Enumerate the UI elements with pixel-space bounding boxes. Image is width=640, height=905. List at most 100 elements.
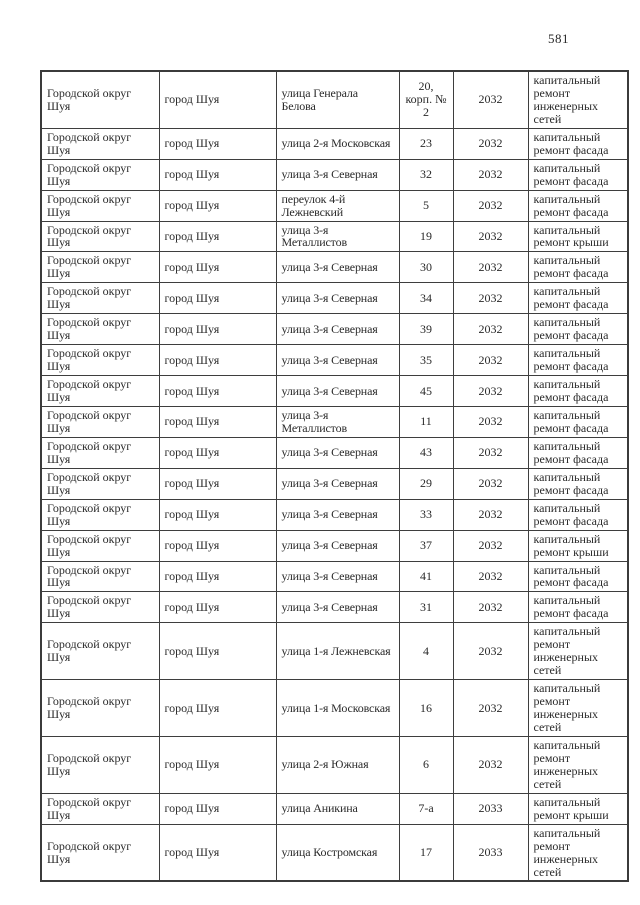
cell-repair-type: капитальный ремонт фасада [527, 467, 629, 500]
cell-city: город Шуя [158, 344, 277, 377]
cell-city: город Шуя [158, 70, 277, 129]
cell-repair-type: капитальный ремонт фасада [527, 127, 629, 160]
cell-district: Городской округ Шуя [40, 220, 160, 253]
cell-district: Городской округ Шуя [40, 529, 160, 562]
cell-house-number: 5 [398, 189, 454, 222]
cell-year: 2032 [452, 679, 529, 737]
table-row: Городской округ Шуя город Шуя улица 3-я … [40, 251, 629, 284]
cell-year: 2032 [452, 436, 529, 469]
page-number: 581 [548, 31, 569, 46]
cell-repair-type: капитальный ремонт фасада [527, 189, 629, 222]
cell-city: город Шуя [158, 622, 277, 681]
table-row: Городской округ Шуя город Шуя улица 2-я … [40, 127, 629, 160]
table-row: Городской округ Шуя город Шуя улица 1-я … [40, 679, 629, 737]
cell-district: Городской округ Шуя [40, 436, 160, 469]
cell-house-number: 31 [398, 591, 454, 624]
cell-year: 2032 [452, 313, 529, 346]
cell-district: Городской округ Шуя [40, 375, 160, 407]
cell-repair-type: капитальный ремонт инженерных сетей [527, 70, 629, 129]
cell-city: город Шуя [158, 436, 277, 469]
table-row: Городской округ Шуя город Шуя переулок 4… [40, 189, 629, 222]
cell-street: улица 3-я Северная [275, 251, 400, 284]
cell-district: Городской округ Шуя [40, 251, 160, 284]
cell-street: улица 3-я Металлистов [275, 405, 400, 438]
cell-repair-type: капитальный ремонт фасада [527, 344, 629, 377]
cell-city: город Шуя [158, 189, 277, 222]
cell-year: 2032 [452, 467, 529, 500]
cell-city: город Шуя [158, 405, 277, 438]
cell-city: город Шуя [158, 498, 277, 531]
cell-house-number: 6 [398, 735, 454, 794]
cell-year: 2032 [452, 622, 529, 681]
cell-house-number: 34 [398, 282, 454, 315]
cell-year: 2032 [452, 498, 529, 531]
cell-city: город Шуя [158, 792, 277, 825]
cell-street: улица 2-я Южная [275, 735, 400, 794]
cell-district: Городской округ Шуя [40, 467, 160, 500]
table-row: Городской округ Шуя город Шуя улица 3-я … [40, 405, 629, 438]
cell-street: улица Костромская [275, 823, 400, 882]
cell-district: Городской округ Шуя [40, 313, 160, 346]
cell-repair-type: капитальный ремонт фасада [527, 498, 629, 531]
cell-repair-type: капитальный ремонт фасада [527, 313, 629, 346]
cell-year: 2032 [452, 189, 529, 222]
cell-house-number: 29 [398, 467, 454, 500]
cell-street: улица 1-я Московская [275, 679, 400, 737]
cell-district: Городской округ Шуя [40, 282, 160, 315]
cell-district: Городской округ Шуя [40, 405, 160, 438]
cell-street: улица 3-я Металлистов [275, 220, 400, 253]
cell-house-number: 4 [398, 622, 454, 681]
cell-repair-type: капитальный ремонт крыши [527, 529, 629, 562]
cell-district: Городской округ Шуя [40, 591, 160, 624]
cell-year: 2032 [452, 251, 529, 284]
cell-year: 2032 [452, 375, 529, 407]
cell-year: 2032 [452, 405, 529, 438]
cell-house-number: 19 [398, 220, 454, 253]
cell-street: улица 3-я Северная [275, 282, 400, 315]
cell-year: 2032 [452, 560, 529, 593]
cell-house-number: 37 [398, 529, 454, 562]
cell-year: 2032 [452, 344, 529, 377]
cell-street: улица 3-я Северная [275, 344, 400, 377]
table-row: Городской округ Шуя город Шуя улица 3-я … [40, 158, 629, 191]
cell-house-number: 7-а [398, 792, 454, 825]
cell-street: улица 3-я Северная [275, 498, 400, 531]
cell-district: Городской округ Шуя [40, 560, 160, 593]
cell-house-number: 41 [398, 560, 454, 593]
cell-city: город Шуя [158, 823, 277, 882]
table-row: Городской округ Шуя город Шуя улица 3-я … [40, 529, 629, 562]
table-row: Городской округ Шуя город Шуя улица 3-я … [40, 436, 629, 469]
cell-repair-type: капитальный ремонт фасада [527, 375, 629, 407]
table-row: Городской округ Шуя город Шуя улица 3-я … [40, 498, 629, 531]
cell-repair-type: капитальный ремонт фасада [527, 282, 629, 315]
cell-city: город Шуя [158, 251, 277, 284]
cell-year: 2032 [452, 127, 529, 160]
table-row: Городской округ Шуя город Шуя улица 3-я … [40, 220, 629, 253]
cell-year: 2032 [452, 735, 529, 794]
table-row: Городской округ Шуя город Шуя улица Кост… [40, 823, 629, 882]
cell-repair-type: капитальный ремонт инженерных сетей [527, 622, 629, 681]
cell-repair-type: капитальный ремонт фасада [527, 158, 629, 191]
cell-year: 2032 [452, 158, 529, 191]
cell-house-number: 45 [398, 375, 454, 407]
cell-street: улица 3-я Северная [275, 313, 400, 346]
cell-house-number: 39 [398, 313, 454, 346]
cell-district: Городской округ Шуя [40, 344, 160, 377]
repair-schedule-table: Городской округ Шуя город Шуя улица Гене… [40, 70, 629, 883]
cell-district: Городской округ Шуя [40, 823, 160, 882]
cell-house-number: 16 [398, 679, 454, 737]
table-row: Городской округ Шуя город Шуя улица 3-я … [40, 282, 629, 315]
cell-repair-type: капитальный ремонт фасада [527, 405, 629, 438]
cell-house-number: 30 [398, 251, 454, 284]
cell-city: город Шуя [158, 467, 277, 500]
cell-street: улица 3-я Северная [275, 436, 400, 469]
cell-city: город Шуя [158, 560, 277, 593]
table-row: Городской округ Шуя город Шуя улица 3-я … [40, 344, 629, 377]
cell-street: улица 1-я Лежневская [275, 622, 400, 681]
cell-repair-type: капитальный ремонт фасада [527, 436, 629, 469]
cell-city: город Шуя [158, 282, 277, 315]
table-row: Городской округ Шуя город Шуя улица 3-я … [40, 313, 629, 346]
table-row: Городской округ Шуя город Шуя улица 2-я … [40, 735, 629, 794]
repair-table-body: Городской округ Шуя город Шуя улица Гене… [40, 70, 629, 882]
